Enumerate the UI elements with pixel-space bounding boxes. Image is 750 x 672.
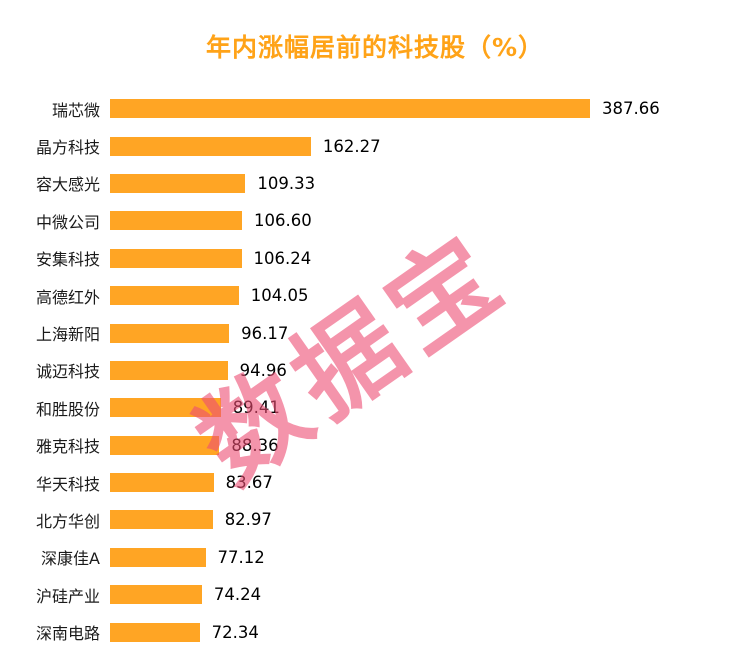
bar	[110, 248, 242, 268]
bar-area: 387.66	[110, 99, 660, 119]
bar	[110, 99, 590, 119]
category-label: 沪硅产业	[35, 586, 100, 606]
bar-row: 上海新阳 96.17	[0, 314, 750, 351]
bar-row: 高德红外 104.05	[0, 277, 750, 314]
category-label: 瑞芯微	[51, 100, 100, 120]
bar-row: 深康佳A 77.12	[0, 539, 750, 576]
value-label: 106.60	[254, 211, 312, 231]
category-label: 安集科技	[35, 250, 100, 270]
bar	[110, 585, 202, 605]
value-label: 72.34	[211, 622, 259, 642]
value-label: 162.27	[322, 136, 381, 156]
bar-area: 72.34	[110, 622, 259, 642]
bar-area: 109.33	[110, 173, 316, 193]
category-label: 深南电路	[35, 624, 100, 644]
bar	[110, 323, 230, 343]
bar-row: 安集科技 106.24	[0, 240, 750, 277]
bar-area: 83.67	[110, 473, 273, 493]
value-label: 82.97	[224, 510, 272, 530]
bar-area: 104.05	[110, 286, 309, 306]
bar-area: 106.24	[110, 248, 312, 268]
bar-row: 沪硅产业 74.24	[0, 576, 750, 613]
bar-row: 深南电路 72.34	[0, 613, 750, 650]
bar-area: 94.96	[110, 360, 287, 380]
bar-area: 89.41	[110, 398, 280, 418]
bar	[110, 136, 311, 156]
category-label: 和胜股份	[35, 399, 100, 419]
value-label: 109.33	[257, 173, 316, 193]
bar	[110, 360, 228, 380]
bar-area: 106.60	[110, 211, 312, 231]
value-label: 88.36	[231, 435, 279, 455]
bar-area: 77.12	[110, 547, 265, 567]
category-label: 晶方科技	[35, 138, 100, 158]
bar-row: 中微公司 106.60	[0, 202, 750, 239]
category-label: 中微公司	[35, 212, 100, 232]
bar-area: 96.17	[110, 323, 289, 343]
bar-row: 北方华创 82.97	[0, 501, 750, 538]
category-label: 雅克科技	[35, 437, 100, 457]
bar	[110, 211, 242, 231]
value-label: 83.67	[225, 473, 273, 493]
bar	[110, 622, 200, 642]
bar-row: 和胜股份 89.41	[0, 389, 750, 426]
bar-row: 华天科技 83.67	[0, 464, 750, 501]
category-label: 华天科技	[35, 474, 100, 494]
category-label: 高德红外	[35, 287, 100, 307]
value-label: 77.12	[217, 547, 265, 567]
bar-row: 诚迈科技 94.96	[0, 352, 750, 389]
bar	[110, 473, 214, 493]
bar	[110, 286, 239, 306]
bar-row: 雅克科技 88.36	[0, 427, 750, 464]
bar	[110, 510, 213, 530]
chart-title: 年内涨幅居前的科技股（%）	[205, 33, 545, 62]
bar-area: 74.24	[110, 585, 262, 605]
bar-row: 瑞芯微 387.66	[0, 90, 750, 127]
bar-row: 容大感光 109.33	[0, 165, 750, 202]
category-label: 上海新阳	[35, 325, 100, 345]
value-label: 89.41	[232, 398, 280, 418]
value-label: 106.24	[253, 248, 312, 268]
value-label: 387.66	[602, 99, 660, 119]
bar-area: 88.36	[110, 435, 279, 455]
bar	[110, 398, 221, 418]
bar-row: 晶方科技 162.27	[0, 127, 750, 164]
value-label: 74.24	[213, 585, 262, 605]
category-label: 诚迈科技	[35, 362, 100, 382]
bar	[110, 547, 206, 567]
category-label: 深康佳A	[41, 549, 100, 569]
chart-rows: 瑞芯微 387.66 晶方科技 162.27 容大感光 109.33 中微公司 106.60 安…	[0, 90, 750, 651]
bar	[110, 435, 220, 455]
value-label: 96.17	[241, 323, 289, 343]
value-label: 104.05	[250, 286, 309, 306]
category-label: 容大感光	[35, 175, 100, 195]
category-label: 北方华创	[35, 511, 100, 531]
value-label: 94.96	[239, 360, 287, 380]
bar-area: 162.27	[110, 136, 381, 156]
bar-area: 82.97	[110, 510, 272, 530]
bar	[110, 173, 246, 193]
